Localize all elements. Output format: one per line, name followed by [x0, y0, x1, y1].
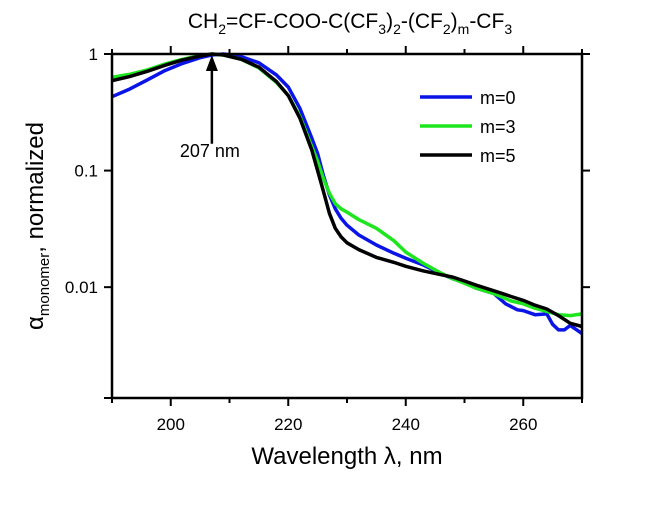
- legend-label: m=0: [480, 88, 516, 108]
- peak-annotation: 207 nm: [180, 55, 240, 161]
- x-axis-label: Wavelength λ, nm: [251, 443, 442, 470]
- x-tick-label: 220: [274, 415, 302, 434]
- y-axis-label: αmonomer, normalized: [22, 122, 53, 330]
- legend-label: m=5: [480, 146, 516, 166]
- x-tick-label: 200: [157, 415, 185, 434]
- y-tick-label: 0.01: [65, 278, 98, 297]
- y-tick-label: 1: [89, 45, 98, 64]
- annotation-label: 207 nm: [180, 141, 240, 161]
- x-tick-label: 240: [392, 415, 420, 434]
- axis-ticks: 200 220 240 260 1 0.1 0.01: [65, 45, 590, 434]
- y-tick-label: 0.1: [74, 162, 98, 181]
- legend: m=0 m=3 m=5: [420, 88, 516, 166]
- x-tick-label: 260: [509, 415, 537, 434]
- annotation-arrow-head: [205, 55, 218, 72]
- legend-label: m=3: [480, 117, 516, 137]
- chart-title: CH2=CF-COO-C(CF3)2-(CF2)m-CF3: [188, 10, 512, 37]
